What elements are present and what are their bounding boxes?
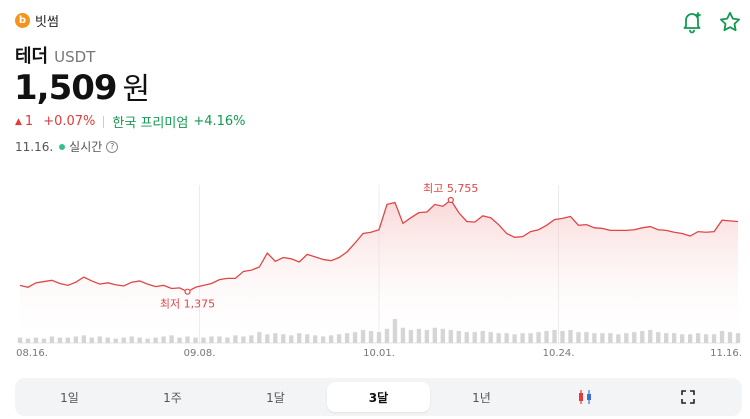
star-icon[interactable]	[718, 10, 742, 34]
x-tick-label: 10.24.	[543, 348, 575, 359]
x-tick-label: 08.16.	[16, 348, 48, 359]
price-chart: 최고 5,755 최저 1,375 08.16. 09.08. 10.01. 10.24.…	[16, 182, 742, 359]
top-actions	[680, 10, 742, 34]
tab-3m[interactable]: 3달	[327, 382, 430, 412]
candlestick-toggle[interactable]	[533, 382, 636, 412]
x-tick-label: 10.01.	[363, 348, 395, 359]
tab-1m[interactable]: 1달	[266, 390, 285, 405]
current-price: 1,509	[14, 68, 118, 108]
x-tick-label: 11.16.	[710, 348, 742, 359]
premium-label: 한국 프리미엄	[112, 116, 189, 131]
exchange-name: 빗썸	[35, 14, 59, 30]
change-amount: 1	[24, 114, 34, 129]
exchange-logo-icon: b	[15, 12, 30, 28]
fullscreen-icon	[680, 390, 695, 404]
divider	[103, 115, 105, 128]
timestamp-row: 11.16. 실시간 ?	[15, 138, 119, 155]
timestamp-date: 11.16.	[15, 139, 54, 154]
tab-1w[interactable]: 1주	[163, 390, 182, 405]
high-marker	[447, 196, 454, 204]
candlestick-icon	[578, 390, 591, 404]
price-currency: 원	[122, 72, 151, 107]
exchange-header: b 빗썸	[15, 10, 59, 30]
price-area	[20, 200, 738, 343]
price-line	[19, 199, 739, 293]
coin-title: 테더 USDT	[15, 42, 95, 68]
up-triangle-icon: ▲	[15, 116, 22, 127]
coin-symbol: USDT	[54, 48, 96, 66]
fullscreen-button[interactable]	[636, 382, 739, 412]
price-display: 1,509 원	[14, 64, 150, 108]
tab-1y[interactable]: 1년	[472, 390, 491, 405]
high-label: 최고 5,755	[423, 182, 478, 195]
tab-1d[interactable]: 1일	[60, 390, 79, 405]
change-percent: +0.07%	[43, 114, 96, 129]
low-marker	[184, 288, 191, 295]
change-row: ▲ 1 +0.07% 한국 프리미엄 +4.16%	[15, 112, 246, 131]
low-label: 최저 1,375	[160, 298, 215, 311]
coin-name: 테더	[15, 46, 49, 67]
bell-plus-icon[interactable]	[680, 10, 704, 34]
premium-value: +4.16%	[193, 114, 246, 129]
help-icon[interactable]: ?	[106, 140, 119, 153]
x-tick-label: 09.08.	[184, 348, 216, 359]
period-tabs: 1일 1주 1달 3달 1년	[15, 378, 742, 416]
live-label: 실시간	[69, 140, 103, 154]
live-dot-icon	[59, 143, 66, 150]
